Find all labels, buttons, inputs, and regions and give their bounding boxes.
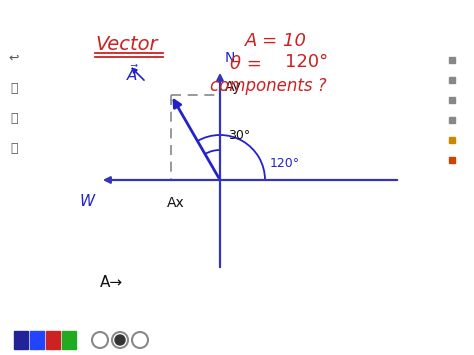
- Text: Ax: Ax: [167, 196, 185, 210]
- Text: 📋: 📋: [10, 111, 18, 125]
- Bar: [30, 331, 44, 349]
- Text: A = 10: A = 10: [245, 32, 307, 50]
- Text: ↩: ↩: [9, 51, 19, 65]
- Text: A→: A→: [100, 275, 123, 290]
- Text: 🗑: 🗑: [10, 82, 18, 94]
- Text: $\vec{A}$: $\vec{A}$: [127, 62, 140, 84]
- Bar: [46, 331, 60, 349]
- Text: 📊: 📊: [10, 142, 18, 154]
- Text: 120°: 120°: [285, 53, 328, 71]
- Text: θ =: θ =: [230, 55, 262, 73]
- Text: Ay: Ay: [225, 80, 242, 94]
- Text: components ?: components ?: [210, 77, 327, 95]
- Text: 120°: 120°: [270, 157, 300, 170]
- Text: 30°: 30°: [228, 129, 250, 142]
- Text: N: N: [225, 51, 236, 65]
- Bar: [14, 331, 28, 349]
- Circle shape: [115, 335, 125, 345]
- Text: W: W: [80, 194, 95, 209]
- Text: Vector: Vector: [95, 35, 157, 54]
- Bar: [62, 331, 76, 349]
